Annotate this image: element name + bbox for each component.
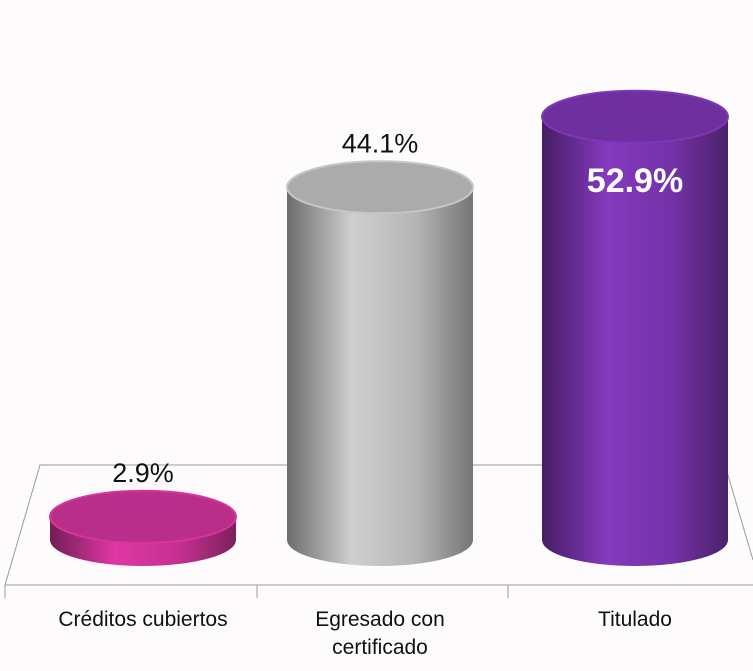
cylinder-top xyxy=(541,89,729,144)
x-tick-label: Egresado con certificado xyxy=(315,608,445,659)
x-tick-label: Titulado xyxy=(598,608,672,631)
x-tick-label: Créditos cubiertos xyxy=(58,608,228,631)
cylinder xyxy=(287,187,473,566)
cylinder-top xyxy=(286,160,474,215)
cylinder xyxy=(542,116,728,567)
value-label: 44.1% xyxy=(342,128,419,158)
cylinder-top xyxy=(49,489,237,544)
value-label: 2.9% xyxy=(112,458,174,488)
value-label: 52.9% xyxy=(587,162,683,200)
